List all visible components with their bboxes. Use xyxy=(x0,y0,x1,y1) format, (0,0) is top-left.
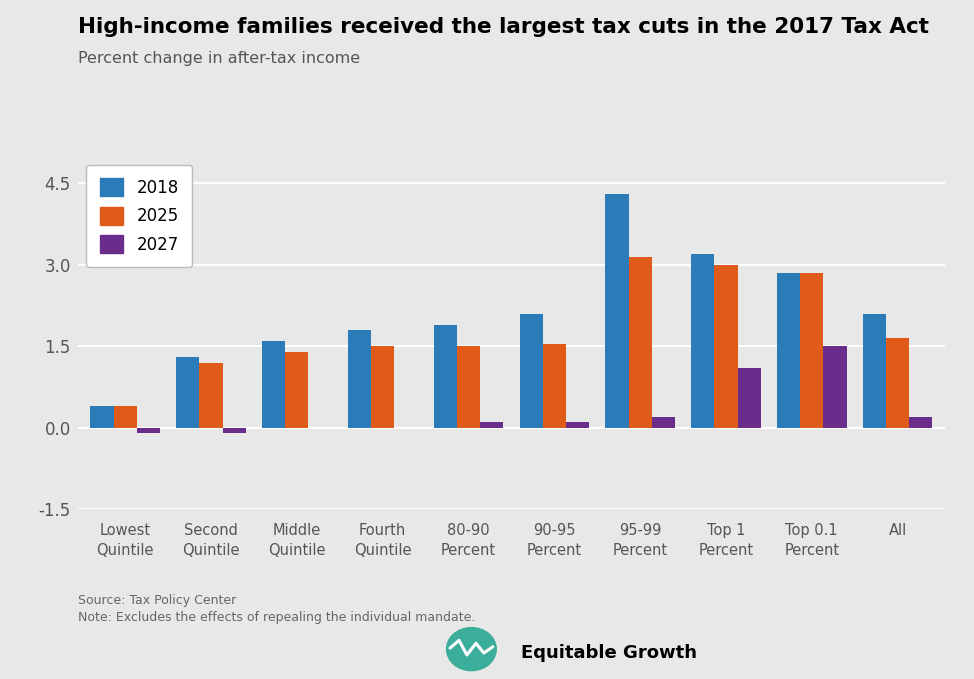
Bar xyxy=(348,330,371,428)
Bar xyxy=(714,265,737,428)
Text: Note: Excludes the effects of repealing the individual mandate.: Note: Excludes the effects of repealing … xyxy=(78,611,475,624)
Bar xyxy=(457,346,480,428)
Bar xyxy=(863,314,886,428)
Bar xyxy=(262,341,285,428)
Bar xyxy=(886,338,909,428)
Bar xyxy=(692,254,714,428)
Text: Percent change in after-tax income: Percent change in after-tax income xyxy=(78,51,360,66)
Bar xyxy=(777,273,801,428)
Bar xyxy=(433,325,457,428)
Ellipse shape xyxy=(446,627,497,671)
Bar xyxy=(909,417,932,428)
Bar xyxy=(519,314,543,428)
Bar xyxy=(200,363,222,428)
Bar xyxy=(566,422,589,428)
Bar xyxy=(801,273,823,428)
Bar xyxy=(91,406,114,428)
Bar xyxy=(176,357,200,428)
Legend: 2018, 2025, 2027: 2018, 2025, 2027 xyxy=(87,164,192,267)
Text: Source: Tax Policy Center: Source: Tax Policy Center xyxy=(78,594,236,607)
Text: Equitable Growth: Equitable Growth xyxy=(521,644,697,662)
Bar xyxy=(628,257,652,428)
Bar xyxy=(543,344,566,428)
Text: High-income families received the largest tax cuts in the 2017 Tax Act: High-income families received the larges… xyxy=(78,17,929,37)
Bar xyxy=(136,428,160,433)
Bar xyxy=(652,417,675,428)
Bar xyxy=(371,346,394,428)
Bar xyxy=(222,428,245,433)
Bar xyxy=(114,406,136,428)
Bar xyxy=(285,352,309,428)
Bar xyxy=(737,368,761,428)
Bar xyxy=(480,422,504,428)
Bar xyxy=(605,194,628,428)
Bar xyxy=(823,346,846,428)
